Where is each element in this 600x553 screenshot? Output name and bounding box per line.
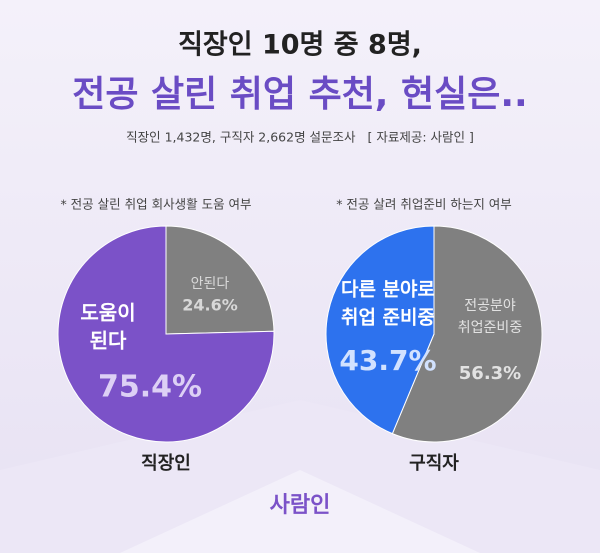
pie-slice (325, 225, 435, 435)
slice-label: 전공분야 (464, 298, 516, 314)
subtitle: 직장인 1,432명, 구직자 2,662명 설문조사 [ 자료제공: 사람인 … (126, 130, 474, 145)
slice-label: 취업 준비중 (341, 307, 435, 329)
chart-note: * 전공 살려 취업준비 하는지 여부 (336, 197, 512, 212)
value-label: 24.6% (182, 296, 238, 315)
value-label: 56.3% (459, 363, 521, 384)
pie-slice (391, 225, 543, 443)
chart-caption: 직장인 (141, 453, 191, 474)
value-label: 43.7% (339, 344, 436, 377)
title-line1: 직장인 10명 중 8명, (178, 30, 422, 61)
chart-note: * 전공 살린 취업 회사생활 도움 여부 (60, 197, 251, 212)
logo: 사람인 (270, 493, 331, 518)
pie-slice (165, 225, 275, 335)
pie-slice (57, 225, 275, 443)
slice-label: 도움이 (80, 301, 135, 325)
slice-label: 취업준비중 (458, 320, 523, 336)
value-label: 75.4% (98, 370, 202, 405)
slice-label: 다른 분야로 (341, 279, 435, 301)
backdrop-shape (120, 470, 480, 553)
title-line2: 전공 살린 취업 추천, 현실은.. (72, 74, 527, 115)
slice-label: 안된다 (191, 276, 230, 292)
slice-label: 된다 (90, 329, 127, 353)
chart-caption: 구직자 (409, 453, 459, 474)
